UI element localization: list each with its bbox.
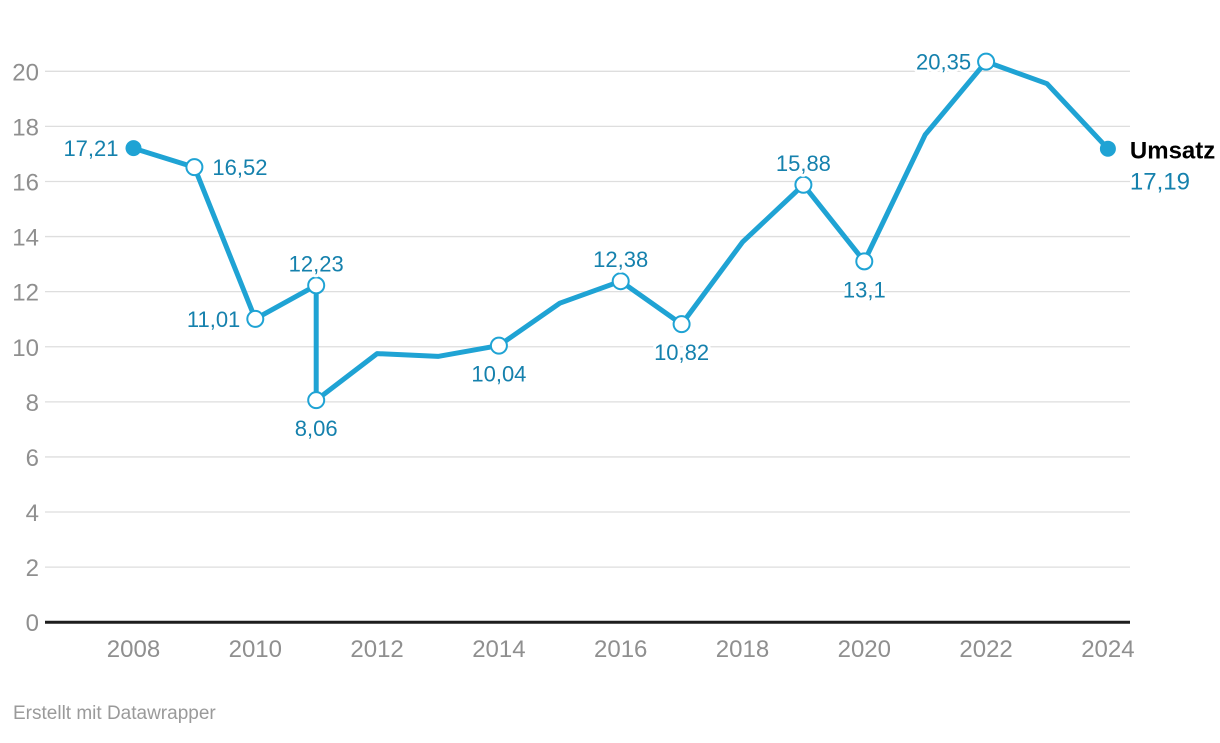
data-point-marker xyxy=(125,140,142,157)
x-tick-label: 2010 xyxy=(229,636,282,663)
data-point-label: 13,1 xyxy=(843,277,886,302)
y-tick-label: 0 xyxy=(26,610,39,637)
data-point-marker xyxy=(185,158,204,177)
x-tick-label: 2012 xyxy=(350,636,403,663)
data-point-marker xyxy=(672,315,691,334)
x-tick-label: 2014 xyxy=(472,636,525,663)
data-point-label: 15,88 xyxy=(776,151,831,176)
series-end-value-label: 17,19 xyxy=(1130,169,1190,196)
data-point-marker xyxy=(977,52,996,71)
data-point-label: 12,23 xyxy=(289,251,344,276)
data-point-label: 17,21 xyxy=(63,136,118,161)
series-name-label: Umsatz xyxy=(1130,138,1215,165)
y-tick-label: 14 xyxy=(12,225,39,252)
y-tick-label: 16 xyxy=(12,169,39,196)
series-line-umsatz xyxy=(131,59,1111,403)
data-point-marker xyxy=(1099,140,1116,157)
data-point-marker xyxy=(307,276,326,295)
data-point-marker xyxy=(246,309,265,328)
data-point-marker xyxy=(855,252,874,271)
datawrapper-credit-link[interactable]: Erstellt mit Datawrapper xyxy=(13,703,216,724)
x-tick-label: 2018 xyxy=(716,636,769,663)
data-point-label: 11,01 xyxy=(187,307,240,332)
data-point-marker xyxy=(307,391,326,410)
y-tick-label: 20 xyxy=(12,59,39,86)
data-point-label: 8,06 xyxy=(295,416,338,441)
data-point-marker xyxy=(489,336,508,355)
data-point-label: 20,35 xyxy=(916,50,971,75)
y-tick-label: 8 xyxy=(26,390,39,417)
x-tick-label: 2022 xyxy=(959,636,1012,663)
y-tick-label: 6 xyxy=(26,445,39,472)
x-tick-label: 2008 xyxy=(107,636,160,663)
y-tick-label: 10 xyxy=(12,335,39,362)
y-tick-label: 4 xyxy=(26,500,39,527)
data-point-label: 16,52 xyxy=(212,155,267,180)
x-tick-label: 2020 xyxy=(838,636,891,663)
y-tick-label: 18 xyxy=(12,114,39,141)
data-point-label: 10,04 xyxy=(471,362,526,387)
x-tick-label: 2016 xyxy=(594,636,647,663)
data-point-label: 10,82 xyxy=(654,340,709,365)
y-tick-label: 2 xyxy=(26,555,39,582)
data-point-marker xyxy=(794,175,813,194)
x-tick-label: 2024 xyxy=(1081,636,1134,663)
data-point-label: 12,38 xyxy=(593,247,648,272)
data-point-marker xyxy=(611,272,630,291)
y-tick-label: 12 xyxy=(12,280,39,307)
